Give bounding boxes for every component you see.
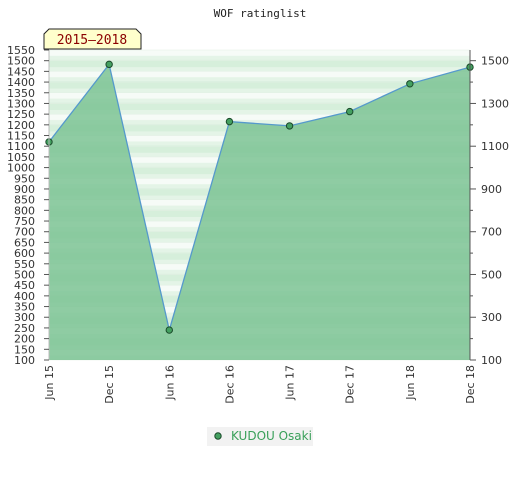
left-tick-label-1500: 1500 [7,55,35,68]
right-tick-label-1500: 1500 [481,55,509,68]
left-tick-label-1200: 1200 [7,119,35,132]
left-tick-label-1100: 1100 [7,140,35,153]
right-tick-label-100: 100 [481,354,502,367]
data-point-dec-16 [225,117,234,126]
left-tick-label-1050: 1050 [7,151,35,164]
right-tick-label-1300: 1300 [481,97,509,110]
legend-label-kudou-osaki: KUDOU Osaki [231,429,312,443]
data-point-jun-16 [165,326,173,334]
data-point-dec-17 [346,107,354,116]
left-tick-label-250: 250 [14,322,35,335]
x-tick-label-jun-15: Jun 15 [43,365,56,401]
left-tick-label-750: 750 [14,215,35,228]
right-tick-label-500: 500 [481,268,502,281]
left-tick-label-550: 550 [14,258,35,271]
legend: KUDOU Osaki [207,427,313,446]
left-tick-label-350: 350 [14,301,35,314]
data-point-dec-15 [105,60,113,69]
x-tick-label-dec-17: Dec 17 [344,365,357,404]
left-tick-label-950: 950 [14,172,35,185]
left-tick-label-400: 400 [14,290,35,303]
x-tick-label-dec-15: Dec 15 [103,365,116,404]
x-tick-label-jun-16: Jun 16 [163,365,176,401]
left-tick-label-600: 600 [14,247,35,260]
left-tick-label-1550: 1550 [7,44,35,57]
right-y-axis: 100 300 500 700 900 1100 1300 1500 [470,55,509,367]
series-line [48,62,471,331]
period-badge-shape [43,28,142,50]
x-tick-label-jun-17: Jun 17 [284,365,297,401]
x-tick-label-dec-16: Dec 16 [223,365,236,404]
legend-box [207,427,313,446]
right-tick-label-1100: 1100 [481,140,509,153]
x-axis: Jun 15 Dec 15 Jun 16 Dec 16 Jun 17 Dec 17 Jun … [43,365,477,404]
left-tick-label-100: 100 [14,354,35,367]
left-tick-label-700: 700 [14,226,35,239]
right-tick-label-300: 300 [481,311,502,324]
left-tick-label-1350: 1350 [7,87,35,100]
plot-area [45,49,474,361]
period-badge: 2015–2018 [43,28,142,50]
data-point-jun-17 [285,122,294,130]
legend-marker [214,432,222,440]
left-tick-label-150: 150 [14,343,35,356]
left-tick-label-800: 800 [14,204,35,217]
left-tick-label-650: 650 [14,236,35,249]
left-tick-label-850: 850 [14,194,35,207]
left-tick-label-1250: 1250 [7,108,35,121]
left-tick-label-450: 450 [14,279,35,292]
x-tick-label-dec-18: Dec 18 [464,365,477,404]
left-tick-label-300: 300 [14,311,35,324]
left-tick-label-1000: 1000 [7,162,35,175]
left-tick-label-1300: 1300 [7,97,35,110]
left-tick-label-500: 500 [14,268,35,281]
period-badge-label: 2015–2018 [57,33,127,48]
chart-title: WOF ratinglist [214,7,307,20]
x-tick-label-jun-18: Jun 18 [404,365,417,401]
left-y-axis: 1001502002503003504004505005506006507007… [7,44,49,367]
left-tick-label-1150: 1150 [7,130,35,143]
left-tick-label-1450: 1450 [7,65,35,78]
data-point-jun-18 [406,80,414,88]
right-tick-label-700: 700 [481,226,502,239]
left-tick-label-900: 900 [14,183,35,196]
left-tick-label-1400: 1400 [7,76,35,89]
series-area-fill [49,64,470,360]
right-tick-label-900: 900 [481,183,502,196]
left-tick-label-200: 200 [14,333,35,346]
